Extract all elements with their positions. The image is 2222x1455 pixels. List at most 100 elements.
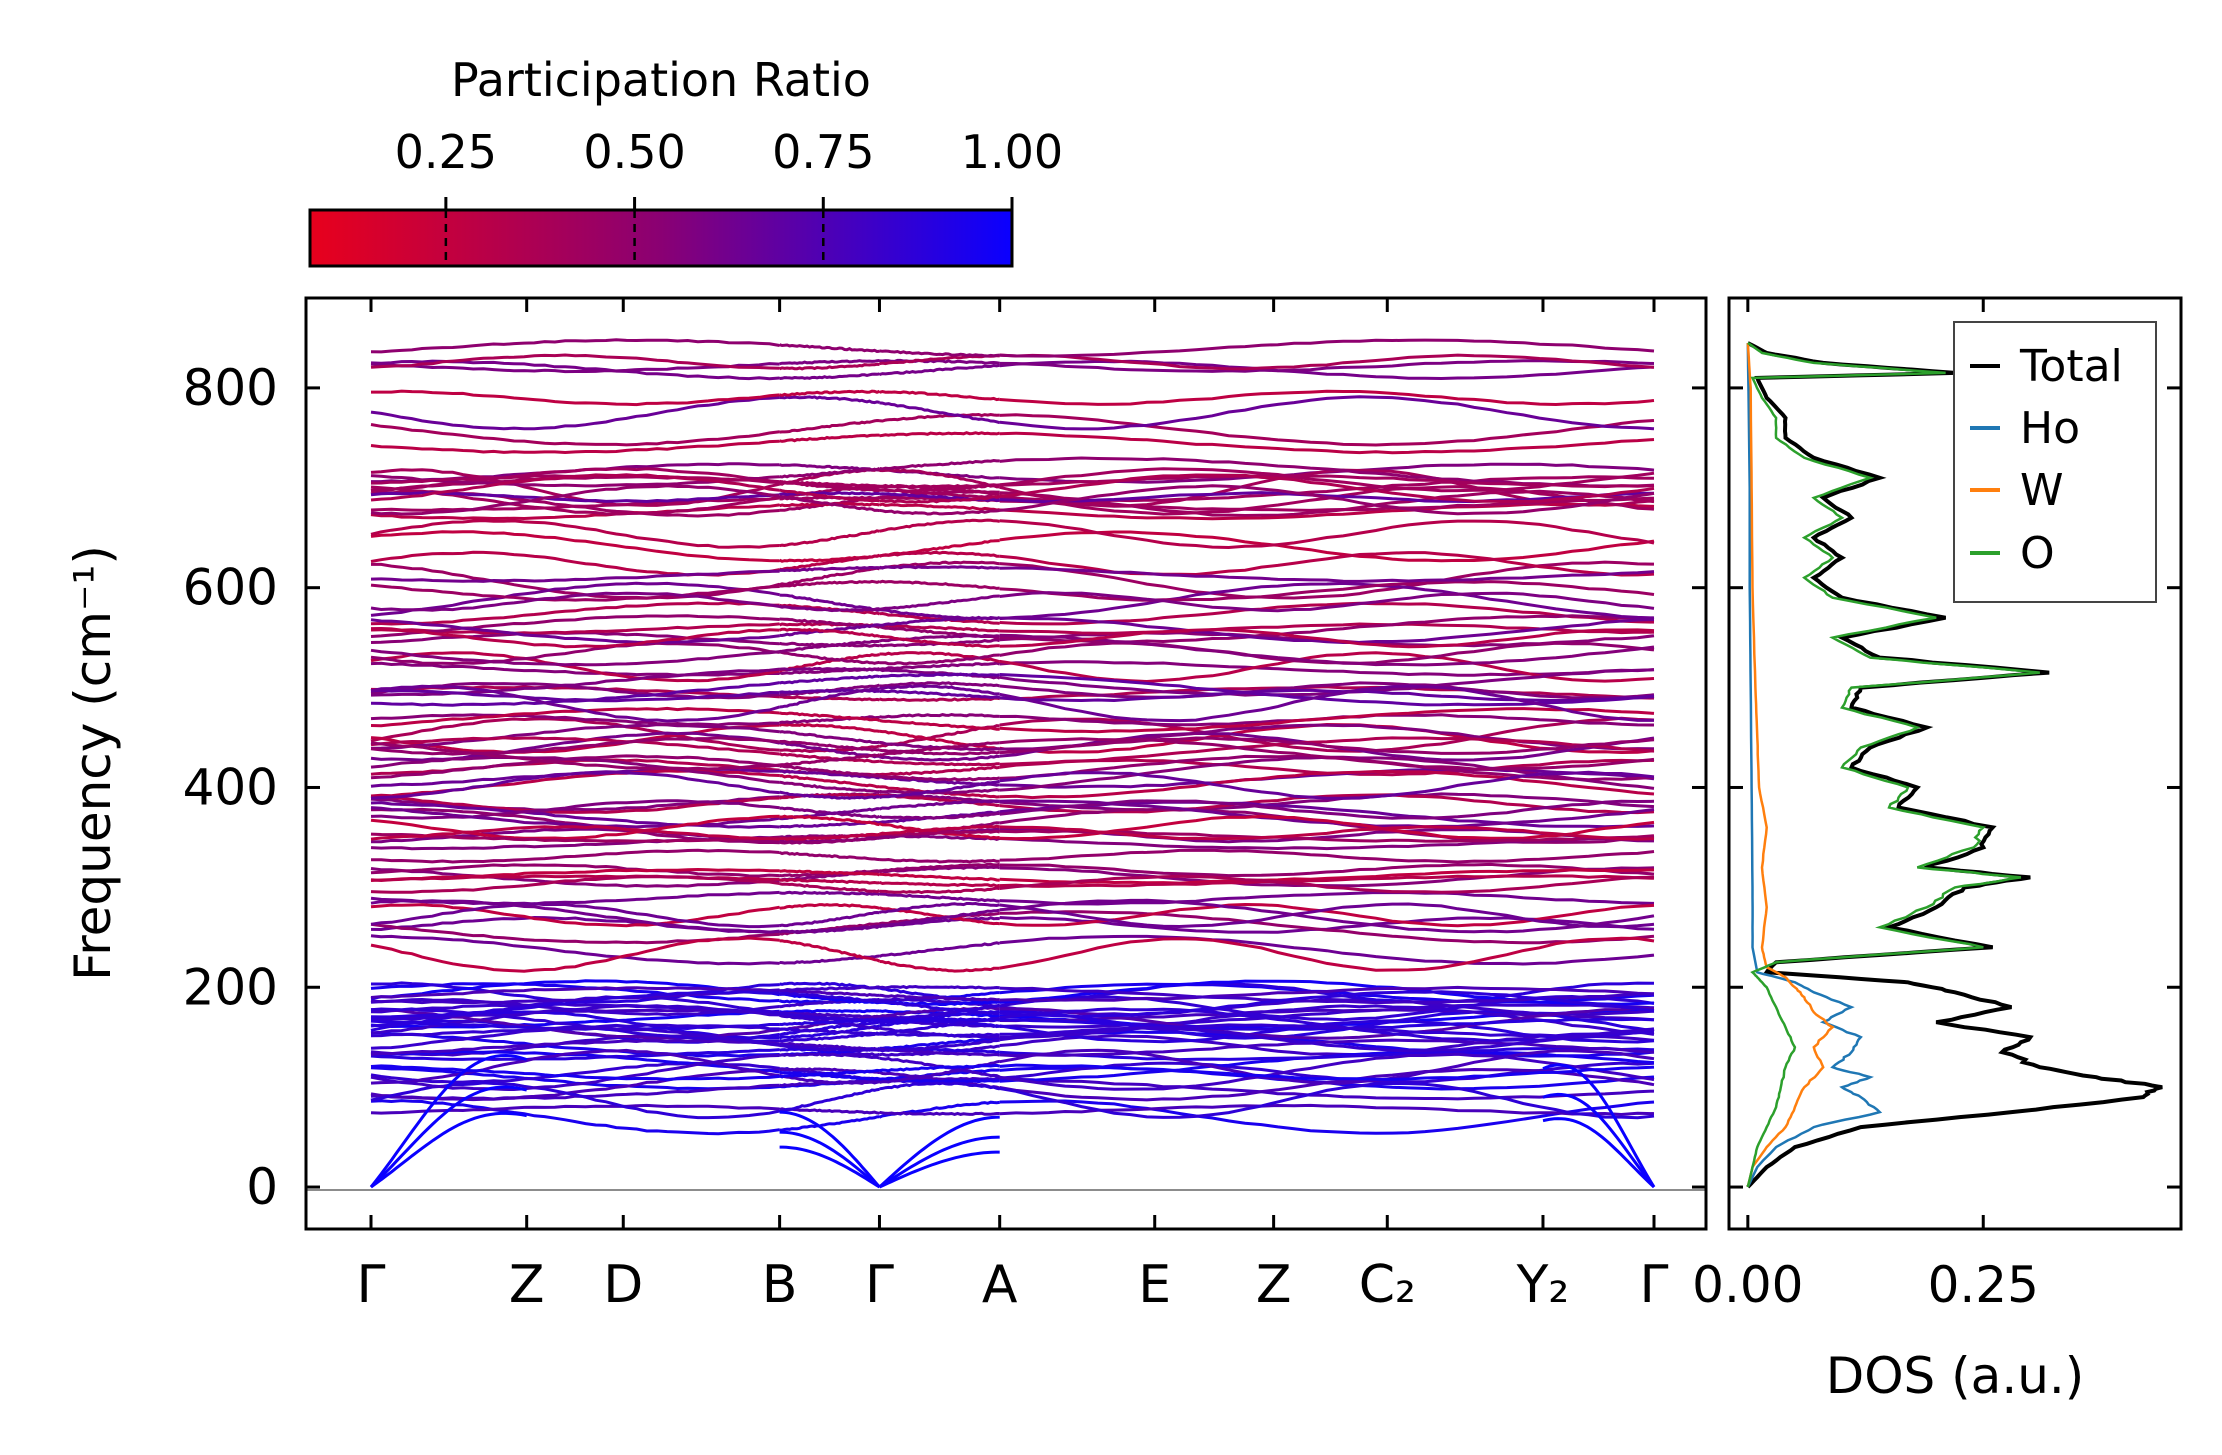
k-point-label: E bbox=[1138, 1255, 1171, 1315]
colorbar-gradient bbox=[308, 208, 1014, 268]
phonon-band bbox=[879, 634, 1000, 649]
dos-plot-frame bbox=[1727, 296, 2183, 1231]
phonon-band bbox=[879, 431, 1001, 438]
phonon-band bbox=[370, 684, 781, 723]
phonon-band bbox=[779, 1070, 880, 1081]
phonon-band bbox=[370, 713, 780, 727]
phonon-band bbox=[999, 580, 1655, 602]
phonon-band bbox=[879, 1081, 1000, 1091]
phonon-band bbox=[879, 508, 1000, 516]
phonon-band bbox=[370, 736, 780, 756]
k-point-label: Z bbox=[509, 1255, 545, 1315]
phonon-band bbox=[779, 1020, 880, 1037]
y-tick-label: 800 bbox=[183, 359, 278, 417]
phonon-band bbox=[999, 997, 1655, 1017]
phonon-band bbox=[370, 362, 780, 374]
k-point-label: Z bbox=[1256, 1255, 1292, 1315]
phonon-band bbox=[879, 518, 1000, 533]
phonon-band bbox=[879, 779, 1001, 799]
phonon-band bbox=[370, 569, 780, 583]
phonon-band bbox=[779, 1031, 880, 1043]
phonon-band bbox=[999, 936, 1655, 972]
phonon-band bbox=[779, 359, 880, 366]
phonon-band bbox=[879, 960, 1000, 973]
acoustic-branch bbox=[1542, 1063, 1656, 1188]
phonon-band bbox=[370, 1038, 780, 1056]
phonon-band bbox=[879, 494, 1001, 504]
phonon-band bbox=[779, 650, 880, 665]
phonon-band bbox=[370, 988, 780, 1005]
phonon-band bbox=[879, 748, 1001, 756]
phonon-band bbox=[879, 999, 1000, 1016]
phonon-band bbox=[879, 812, 1000, 820]
phonon-band bbox=[370, 1031, 780, 1058]
phonon-band bbox=[779, 1115, 880, 1132]
phonon-band bbox=[779, 372, 880, 380]
phonon-band bbox=[879, 712, 1000, 719]
phonon-band bbox=[999, 736, 1655, 766]
phonon-band bbox=[879, 908, 1000, 927]
phonon-band bbox=[999, 769, 1655, 800]
phonon-band bbox=[779, 362, 880, 371]
phonon-band bbox=[779, 566, 880, 587]
phonon-band bbox=[879, 468, 1000, 489]
k-point-label: A bbox=[982, 1255, 1018, 1315]
phonon-band bbox=[779, 851, 880, 862]
dos-legend: Total Ho W O bbox=[1953, 321, 2157, 603]
phonon-band bbox=[879, 661, 1001, 671]
phonon-band bbox=[879, 829, 1001, 837]
phonon-band bbox=[779, 722, 880, 733]
phonon-band bbox=[779, 653, 880, 673]
phonon-band bbox=[370, 979, 780, 1001]
phonon-band bbox=[779, 1107, 880, 1115]
legend-label-ho: Ho bbox=[2020, 403, 2080, 454]
phonon-band bbox=[879, 993, 1000, 1002]
phonon-band bbox=[370, 1064, 780, 1082]
phonon-band bbox=[999, 684, 1654, 723]
phonon-band bbox=[370, 618, 780, 645]
phonon-band bbox=[370, 396, 780, 431]
phonon-band bbox=[879, 623, 1000, 633]
phonon-band bbox=[779, 1087, 880, 1113]
phonon-band bbox=[370, 986, 780, 999]
phonon-band bbox=[999, 681, 1655, 700]
legend-box bbox=[1953, 321, 2157, 603]
colorbar-label: Participation Ratio bbox=[451, 53, 871, 107]
phonon-band bbox=[999, 985, 1655, 1002]
band-plot-frame bbox=[304, 296, 1708, 1231]
dos-x-tick-label: 0.00 bbox=[1692, 1256, 1803, 1314]
phonon-band bbox=[370, 890, 780, 906]
phonon-band bbox=[999, 868, 1655, 885]
phonon-band bbox=[370, 990, 780, 1019]
phonon-band bbox=[999, 491, 1655, 504]
phonon-band bbox=[370, 1103, 780, 1115]
kpath-ticks: Γ Z D B Γ A E Z C₂ Y₂ Γ bbox=[357, 298, 1669, 1315]
phonon-band bbox=[779, 1018, 880, 1027]
phonon-band bbox=[370, 863, 780, 878]
phonon-band bbox=[999, 560, 1655, 600]
phonon-band bbox=[779, 343, 880, 354]
phonon-band bbox=[779, 674, 880, 685]
acoustic-branch bbox=[1542, 1092, 1656, 1188]
phonon-band bbox=[879, 901, 1001, 914]
phonon-band bbox=[878, 799, 1000, 811]
acoustic-branch bbox=[369, 1053, 528, 1188]
phonon-band bbox=[879, 615, 1001, 627]
acoustic-branch bbox=[878, 1135, 1000, 1189]
phonon-band bbox=[879, 857, 1000, 864]
phonon-band bbox=[779, 790, 880, 800]
phonon-band bbox=[779, 1027, 880, 1036]
y-tick-label: 600 bbox=[183, 559, 278, 617]
phonon-band bbox=[999, 1103, 1655, 1117]
legend-label-w: W bbox=[2020, 465, 2064, 516]
phonon-band bbox=[879, 358, 1000, 365]
phonon-band bbox=[999, 934, 1655, 966]
phonon-band bbox=[879, 719, 1000, 731]
phonon-band bbox=[779, 989, 880, 997]
phonon-band bbox=[999, 890, 1655, 906]
phonon-band bbox=[879, 865, 1001, 874]
phonon-band bbox=[999, 616, 1655, 645]
acoustic-branch bbox=[779, 1145, 881, 1189]
phonon-band bbox=[779, 814, 880, 827]
phonon-band bbox=[879, 412, 1000, 423]
